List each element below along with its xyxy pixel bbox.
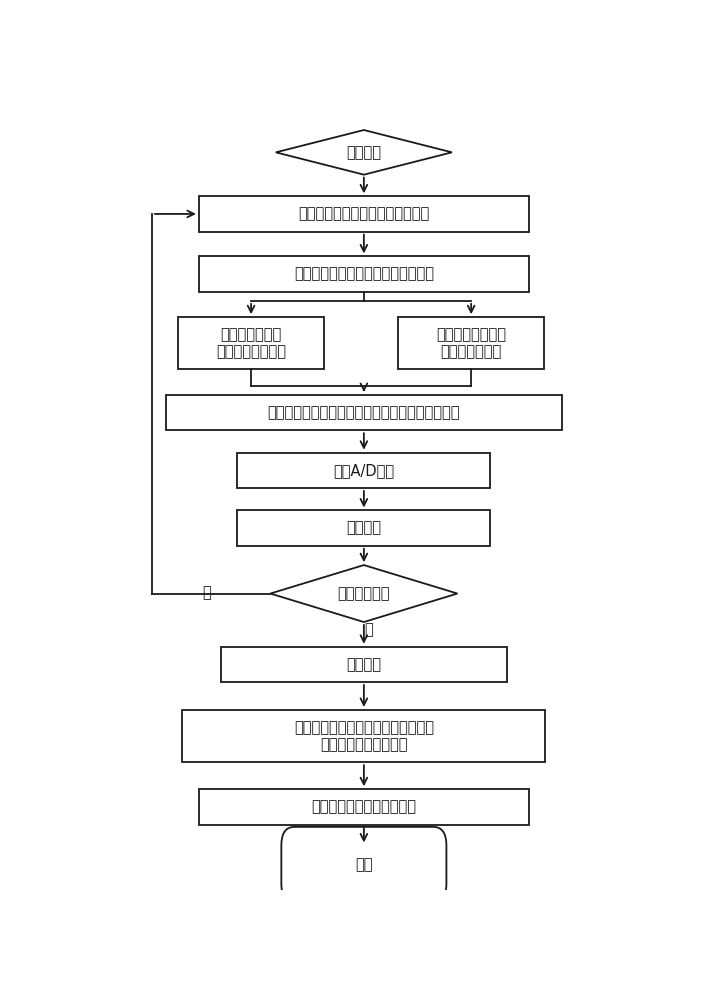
Text: 开启A/D转换: 开启A/D转换 (333, 463, 395, 478)
Polygon shape (271, 565, 457, 622)
Polygon shape (275, 130, 452, 175)
FancyBboxPatch shape (166, 395, 562, 430)
FancyBboxPatch shape (182, 710, 545, 762)
Text: 接收超声波信号，
并滤波放大整形: 接收超声波信号， 并滤波放大整形 (436, 327, 506, 360)
Text: 保存数据: 保存数据 (346, 657, 381, 672)
Text: 流程开始: 流程开始 (346, 145, 381, 160)
FancyBboxPatch shape (199, 789, 529, 825)
Text: 控制切换开关，选定顺程测量通道: 控制切换开关，选定顺程测量通道 (298, 206, 430, 221)
FancyBboxPatch shape (199, 196, 529, 232)
Text: 控制收发开关，选定逆程测量通道，
然后重复执行上述步骤: 控制收发开关，选定逆程测量通道， 然后重复执行上述步骤 (294, 720, 434, 752)
FancyBboxPatch shape (221, 647, 507, 682)
Text: 数据处理: 数据处理 (346, 521, 381, 536)
Text: 是: 是 (202, 585, 212, 600)
FancyBboxPatch shape (178, 317, 324, 369)
FancyBboxPatch shape (237, 453, 491, 488)
Text: 标准延时中断，
产生标准延时信号: 标准延时中断， 产生标准延时信号 (216, 327, 286, 360)
FancyBboxPatch shape (281, 827, 447, 902)
Text: 发射超声波信号，启动标准延时程序: 发射超声波信号，启动标准延时程序 (294, 266, 434, 282)
Text: 鉴相产生时差信号，并经过积分电路转变为电压量: 鉴相产生时差信号，并经过积分电路转变为电压量 (268, 405, 460, 420)
Text: 结束: 结束 (355, 857, 373, 872)
Text: 数据是否有误: 数据是否有误 (338, 586, 390, 601)
FancyBboxPatch shape (199, 256, 529, 292)
FancyBboxPatch shape (398, 317, 544, 369)
Text: 否: 否 (364, 622, 373, 637)
FancyBboxPatch shape (237, 510, 491, 546)
Text: 求得顺程和逆程之间的时差: 求得顺程和逆程之间的时差 (312, 799, 416, 814)
